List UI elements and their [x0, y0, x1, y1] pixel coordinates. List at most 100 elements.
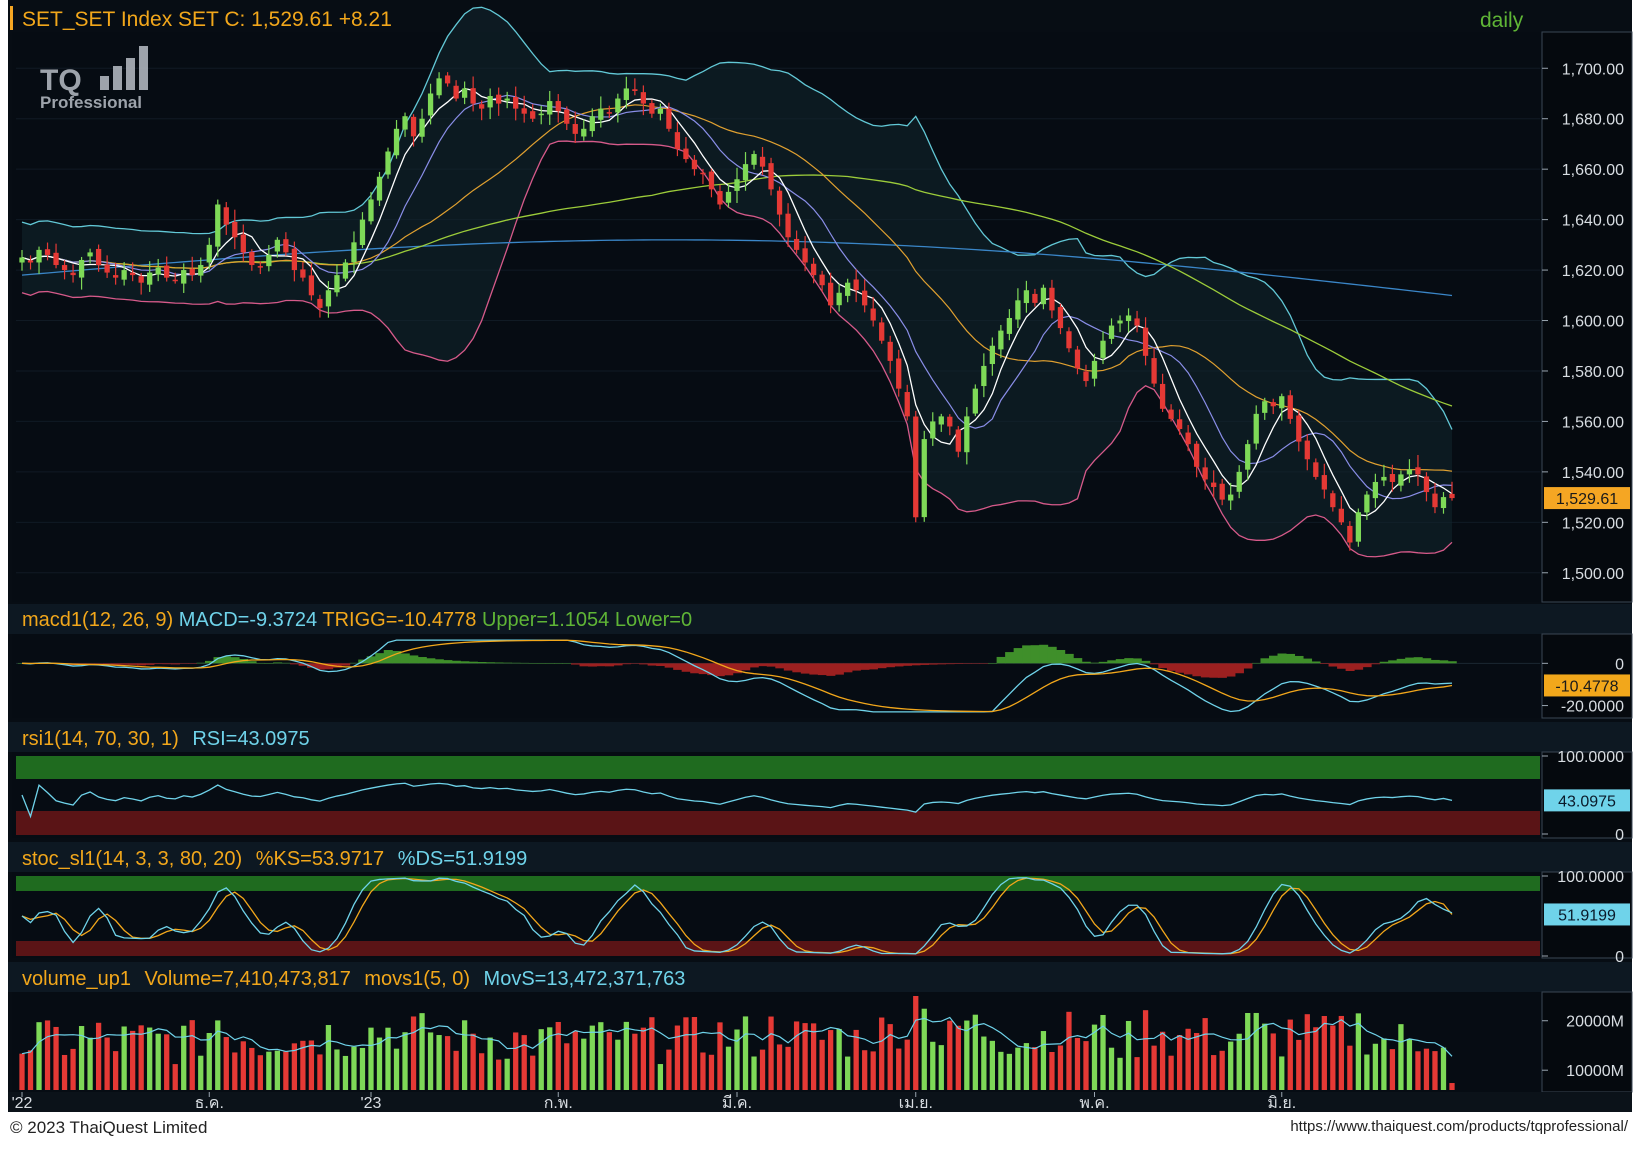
- candle[interactable]: [785, 203, 791, 247]
- candle[interactable]: [368, 191, 374, 225]
- candle[interactable]: [879, 317, 885, 344]
- candle[interactable]: [981, 353, 987, 398]
- candle[interactable]: [1398, 470, 1404, 492]
- candle[interactable]: [1236, 465, 1242, 499]
- candle[interactable]: [742, 152, 749, 191]
- candle[interactable]: [708, 168, 715, 198]
- candle[interactable]: [479, 100, 485, 121]
- candle[interactable]: [1219, 478, 1225, 506]
- candle[interactable]: [691, 155, 698, 176]
- candle[interactable]: [351, 231, 357, 274]
- candle[interactable]: [1381, 464, 1387, 487]
- candle[interactable]: [19, 249, 25, 271]
- candle[interactable]: [1364, 491, 1370, 520]
- candle[interactable]: [308, 263, 315, 301]
- candle[interactable]: [538, 105, 544, 125]
- candle[interactable]: [776, 186, 783, 227]
- candle[interactable]: [547, 90, 553, 125]
- candle[interactable]: [1389, 464, 1396, 492]
- candle[interactable]: [734, 167, 740, 203]
- candle[interactable]: [810, 257, 817, 284]
- candle[interactable]: [138, 272, 144, 295]
- candle[interactable]: [1185, 425, 1191, 452]
- candle[interactable]: [419, 108, 425, 143]
- candle[interactable]: [1057, 303, 1064, 335]
- candle[interactable]: [674, 122, 681, 157]
- candle[interactable]: [564, 106, 570, 131]
- candle[interactable]: [104, 255, 110, 278]
- candle[interactable]: [972, 384, 978, 417]
- candle[interactable]: [385, 147, 391, 179]
- candle[interactable]: [1270, 398, 1276, 415]
- period-label[interactable]: daily: [1480, 9, 1524, 32]
- candle[interactable]: [376, 171, 383, 207]
- candle[interactable]: [530, 104, 536, 123]
- candle[interactable]: [27, 255, 34, 270]
- candle[interactable]: [1100, 331, 1106, 365]
- candle[interactable]: [436, 72, 442, 99]
- candle[interactable]: [1372, 473, 1379, 508]
- candle[interactable]: [359, 212, 366, 249]
- candle[interactable]: [802, 236, 808, 272]
- candle[interactable]: [1287, 390, 1293, 424]
- candle[interactable]: [1142, 317, 1149, 366]
- candle[interactable]: [1015, 288, 1021, 329]
- candle[interactable]: [444, 72, 451, 87]
- candle[interactable]: [155, 258, 161, 282]
- candle[interactable]: [189, 256, 195, 281]
- candle[interactable]: [1330, 490, 1336, 512]
- candle[interactable]: [1347, 521, 1353, 551]
- candle[interactable]: [921, 430, 927, 522]
- candle[interactable]: [334, 264, 340, 297]
- candle[interactable]: [700, 168, 706, 185]
- candle[interactable]: [853, 269, 859, 303]
- candle[interactable]: [1006, 309, 1013, 341]
- candle[interactable]: [606, 105, 612, 119]
- candle[interactable]: [751, 150, 757, 170]
- candle[interactable]: [819, 270, 825, 292]
- candle[interactable]: [95, 244, 102, 272]
- candle[interactable]: [657, 103, 664, 121]
- candle[interactable]: [1423, 472, 1430, 502]
- candle[interactable]: [300, 262, 306, 282]
- candle[interactable]: [1066, 327, 1072, 353]
- candle[interactable]: [513, 86, 519, 121]
- candle[interactable]: [1108, 318, 1115, 344]
- candle[interactable]: [53, 243, 59, 269]
- candle[interactable]: [1151, 348, 1157, 388]
- candle[interactable]: [1049, 279, 1055, 319]
- candle[interactable]: [1449, 481, 1455, 501]
- candle[interactable]: [1023, 280, 1030, 313]
- candle[interactable]: [130, 262, 136, 282]
- candle[interactable]: [121, 262, 127, 286]
- candle[interactable]: [1168, 404, 1174, 422]
- candle[interactable]: [964, 407, 970, 465]
- candle[interactable]: [206, 237, 212, 270]
- candle[interactable]: [487, 88, 493, 120]
- candle[interactable]: [78, 256, 85, 290]
- candle[interactable]: [725, 184, 732, 208]
- candle[interactable]: [1117, 315, 1123, 333]
- candle[interactable]: [998, 324, 1004, 359]
- candle[interactable]: [1440, 492, 1447, 514]
- candle[interactable]: [666, 102, 672, 132]
- candle[interactable]: [198, 257, 204, 283]
- candle[interactable]: [1415, 455, 1421, 486]
- candle[interactable]: [947, 414, 953, 436]
- candle[interactable]: [589, 108, 595, 137]
- candle[interactable]: [496, 87, 502, 116]
- candle[interactable]: [112, 262, 119, 285]
- candle[interactable]: [453, 80, 459, 102]
- candle[interactable]: [768, 157, 774, 196]
- candle[interactable]: [393, 119, 400, 159]
- candle[interactable]: [521, 95, 527, 123]
- candle[interactable]: [266, 244, 272, 272]
- candle[interactable]: [938, 413, 944, 432]
- candle[interactable]: [240, 224, 246, 262]
- candle[interactable]: [1406, 459, 1413, 483]
- candle[interactable]: [223, 202, 229, 235]
- candle[interactable]: [461, 81, 468, 105]
- candle[interactable]: [845, 278, 851, 303]
- candle[interactable]: [1125, 308, 1132, 333]
